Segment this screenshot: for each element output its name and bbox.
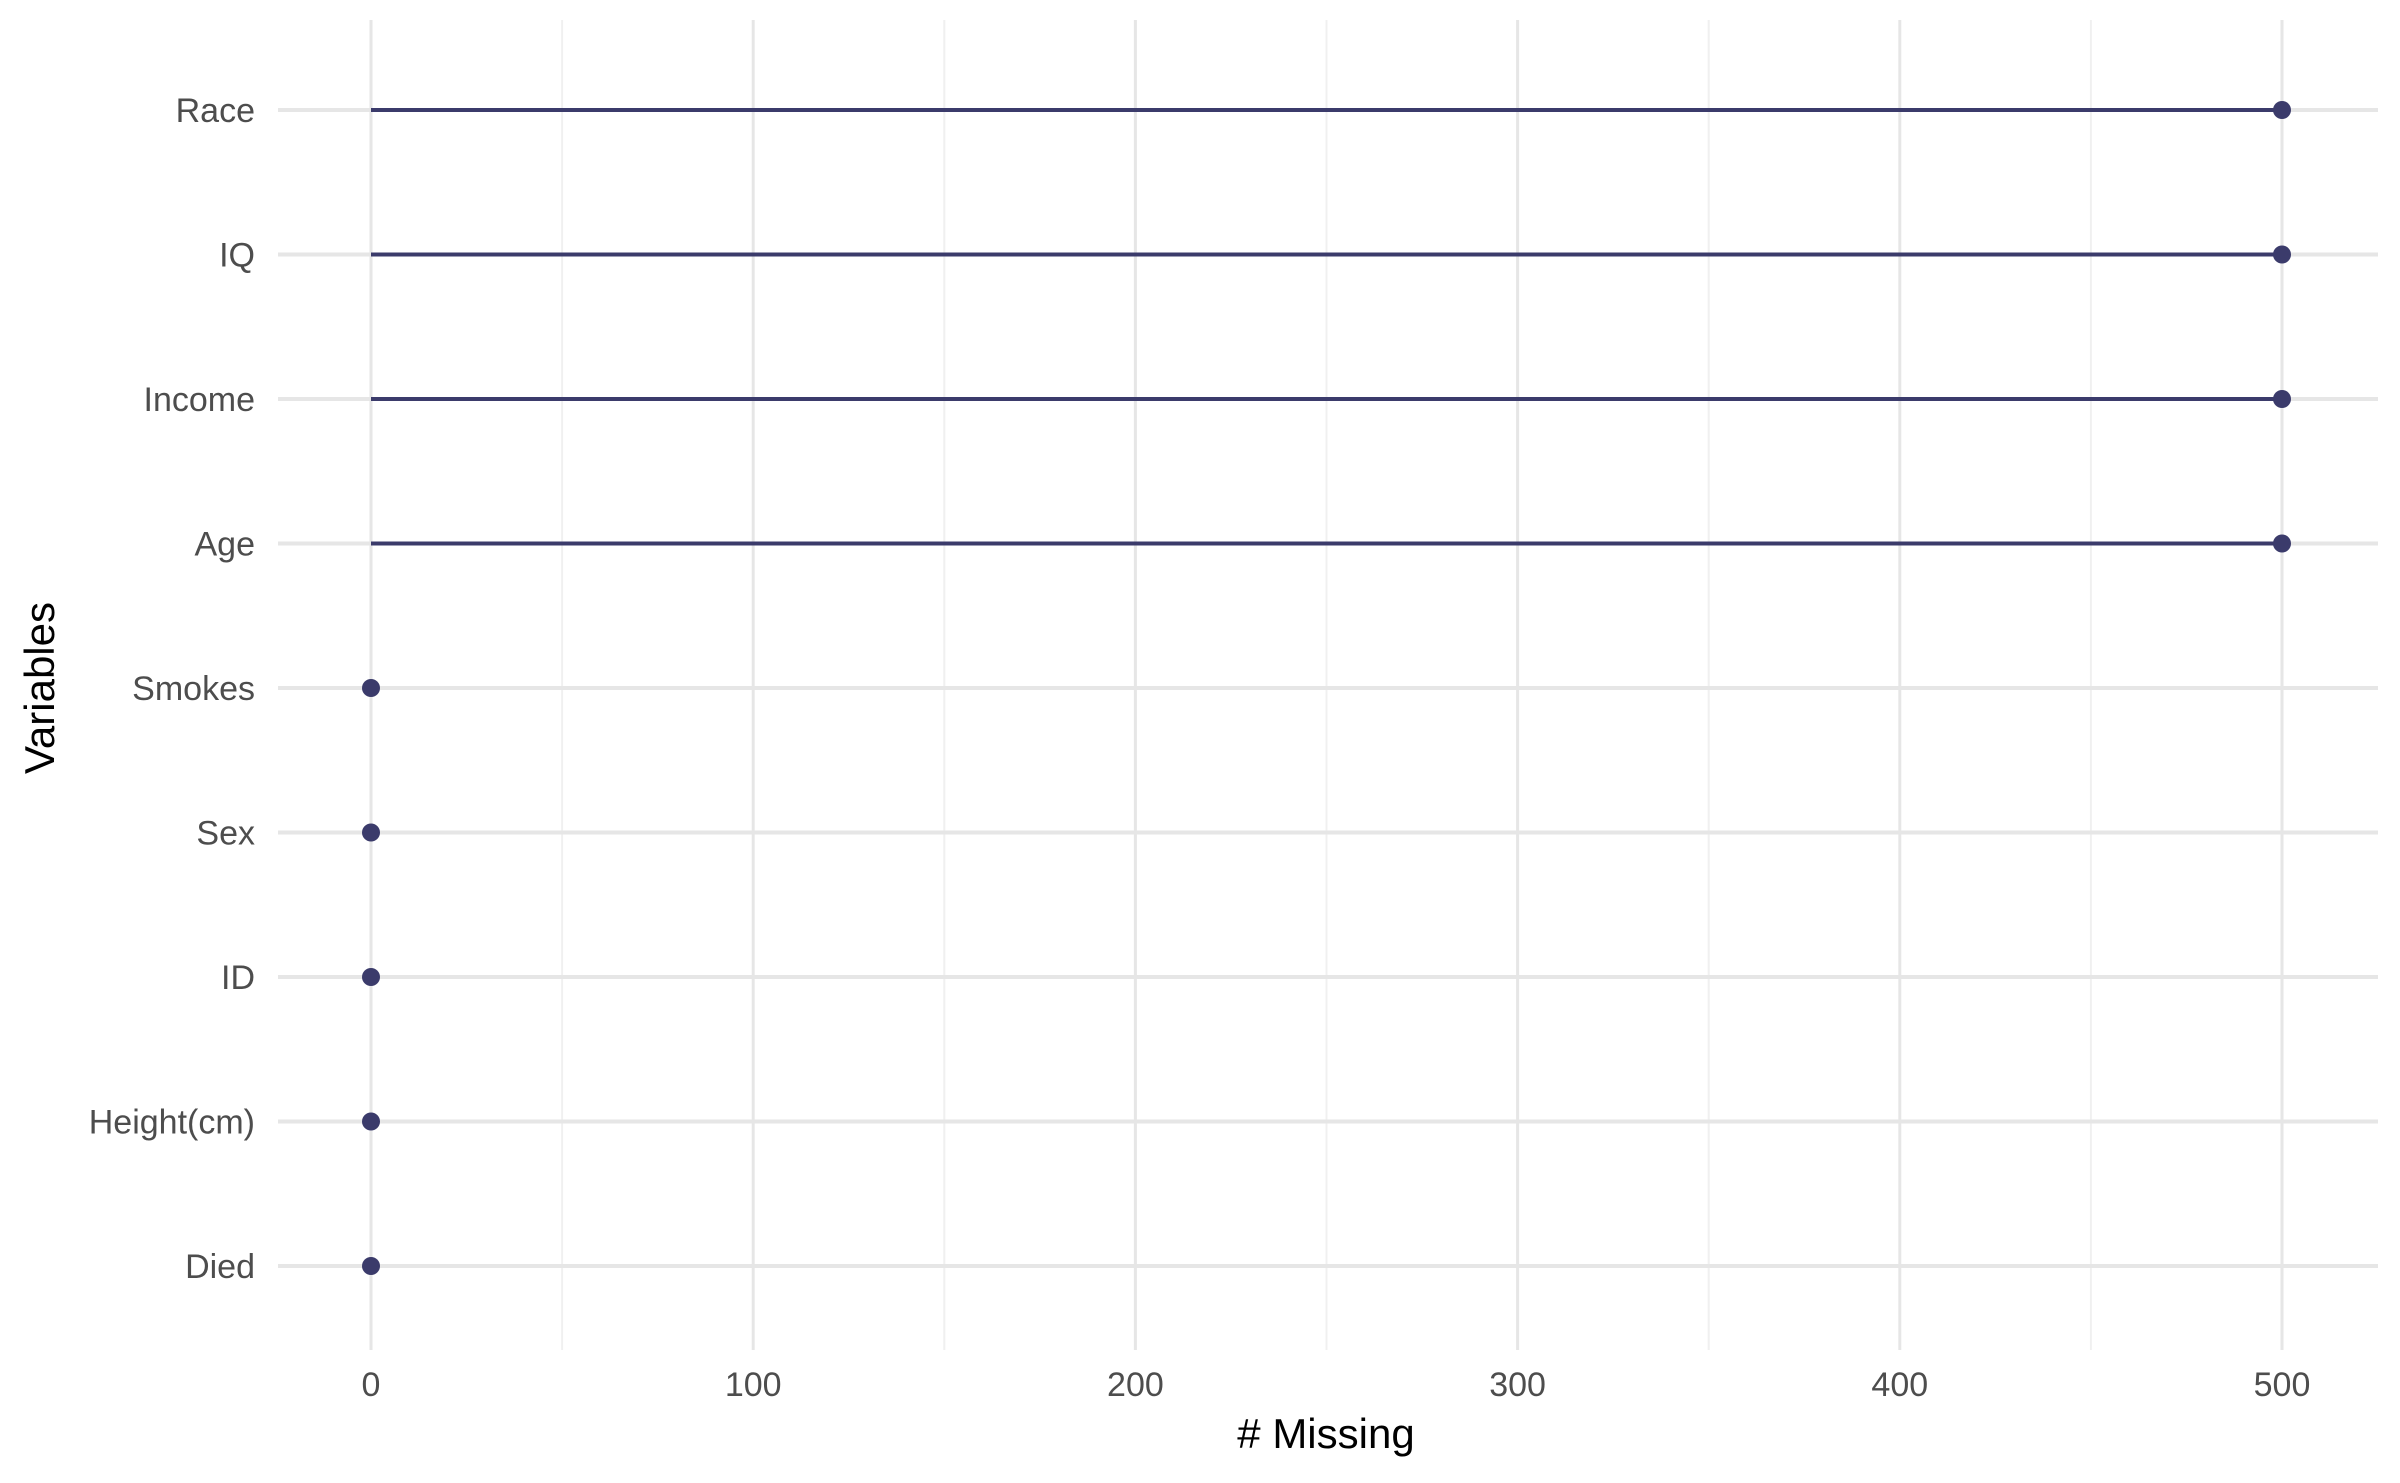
y-tick-label: Sex (196, 815, 255, 853)
y-tick-label: Income (144, 381, 256, 419)
y-axis-ticks: Race IQ Income Age Smokes Sex ID Height(cm) Died (89, 92, 255, 1286)
x-tick-label: 400 (1871, 1366, 1928, 1404)
x-tick-label: 100 (725, 1366, 782, 1404)
x-axis-title: # Missing (1237, 1410, 1414, 1457)
lollipop-point (362, 1112, 380, 1131)
x-tick-label: 500 (2254, 1366, 2311, 1404)
y-tick-label: IQ (219, 237, 255, 275)
lollipop-point (2273, 534, 2291, 553)
x-tick-label: 200 (1107, 1366, 1164, 1404)
lollipop-point (362, 1257, 380, 1275)
lollipop-point (362, 679, 380, 697)
x-axis-ticks: 0 100 200 300 400 500 (362, 1366, 2311, 1404)
lollipop-point (362, 968, 380, 986)
lollipop-point (2273, 101, 2291, 119)
y-tick-label: Age (195, 526, 256, 564)
lollipop-point (2273, 245, 2291, 264)
y-tick-label: Smokes (132, 670, 255, 708)
y-tick-label: Height(cm) (89, 1104, 255, 1142)
y-tick-label: Died (185, 1248, 255, 1286)
grid (278, 20, 2378, 1350)
lollipop-point (362, 823, 380, 842)
y-tick-label: ID (221, 959, 255, 997)
x-tick-label: 300 (1489, 1366, 1546, 1404)
lollipop-point (2273, 390, 2291, 408)
lollipop-marks (362, 101, 2291, 1275)
y-axis-title: Variables (16, 602, 63, 774)
x-tick-label: 0 (362, 1366, 381, 1404)
y-tick-label: Race (176, 92, 255, 130)
